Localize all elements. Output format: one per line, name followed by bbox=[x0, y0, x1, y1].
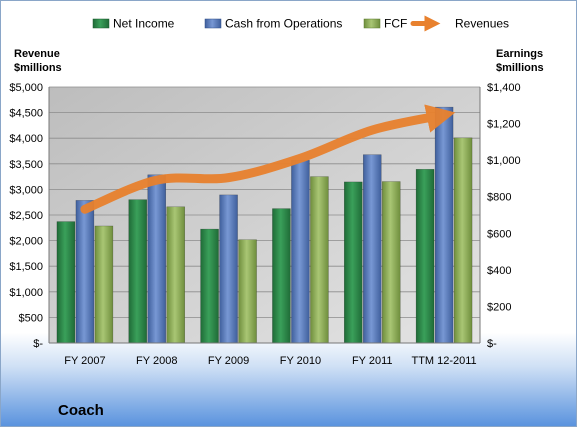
y-right-tick-label: $200 bbox=[487, 301, 511, 313]
bar-cash-from-operations bbox=[291, 159, 310, 344]
bar-net-income bbox=[415, 169, 435, 344]
y-left-tick-label: $3,500 bbox=[9, 159, 43, 171]
x-tick-label: FY 2010 bbox=[280, 355, 321, 367]
x-tick-label: FY 2008 bbox=[136, 355, 177, 367]
bar-net-income bbox=[56, 221, 76, 344]
y-right-axis-title-line1: Earnings bbox=[496, 48, 543, 60]
legend-swatch-net-income bbox=[92, 18, 110, 29]
y-left-axis-title-line1: Revenue bbox=[14, 48, 60, 60]
y-right-tick-label: $800 bbox=[487, 192, 511, 204]
bar-cash-from-operations bbox=[75, 200, 95, 344]
y-left-axis-title-line2: $millions bbox=[14, 62, 62, 74]
bar-net-income bbox=[200, 228, 219, 344]
bar-cash-from-operations bbox=[434, 106, 454, 344]
x-tick-label: TTM 12-2011 bbox=[411, 355, 476, 367]
legend-label-cash-from-operations: Cash from Operations bbox=[225, 17, 342, 31]
legend-swatch-cash-from-operations bbox=[204, 18, 222, 29]
bar-fcf bbox=[382, 181, 401, 344]
y-right-axis-title-line2: $millions bbox=[496, 62, 544, 74]
x-tick-label: FY 2011 bbox=[352, 355, 393, 367]
y-right-tick-label: $1,400 bbox=[487, 82, 521, 94]
y-left-tick-label: $2,500 bbox=[9, 210, 43, 222]
legend-label-revenues: Revenues bbox=[455, 17, 509, 31]
bar-fcf bbox=[238, 239, 257, 344]
bar-fcf bbox=[94, 225, 114, 344]
y-left-tick-label: $500 bbox=[19, 312, 43, 324]
y-right-tick-label: $400 bbox=[487, 265, 511, 277]
bar-cash-from-operations bbox=[219, 194, 238, 344]
tick-labels: $- $500 $1,000 $1,500 $2,000 $2,500 $3,000 $3,5… bbox=[9, 82, 520, 367]
revenues-arrow bbox=[80, 104, 456, 214]
revenues-line bbox=[80, 104, 456, 214]
legend-swatch-fcf bbox=[363, 18, 381, 29]
legend: Net Income Cash from Operations FCF Reve… bbox=[92, 15, 509, 32]
y-left-tick-label: $3,000 bbox=[9, 184, 43, 196]
bar-fcf bbox=[453, 137, 473, 344]
y-left-tick-label: $4,500 bbox=[9, 108, 43, 120]
y-left-tick-label: $4,000 bbox=[9, 133, 43, 145]
y-left-tick-label: $- bbox=[33, 338, 43, 350]
chart-title: Coach bbox=[58, 402, 104, 419]
bar-net-income bbox=[128, 199, 147, 344]
x-tick-label: FY 2007 bbox=[64, 355, 105, 367]
gridlines bbox=[49, 86, 480, 318]
x-tick-label: FY 2009 bbox=[208, 355, 249, 367]
bar-net-income bbox=[272, 208, 291, 344]
y-right-tick-label: $600 bbox=[487, 228, 511, 240]
bar-net-income bbox=[344, 181, 363, 344]
y-right-tick-label: $1,000 bbox=[487, 155, 521, 167]
bar-cash-from-operations bbox=[363, 154, 382, 344]
legend-label-net-income: Net Income bbox=[113, 17, 175, 31]
bar-cash-from-operations bbox=[147, 174, 166, 344]
y-right-tick-label: $1,200 bbox=[487, 119, 521, 131]
y-right-tick-label: $- bbox=[487, 338, 497, 350]
bar-fcf bbox=[310, 176, 329, 344]
y-left-tick-label: $5,000 bbox=[9, 82, 43, 94]
y-left-tick-label: $2,000 bbox=[9, 236, 43, 248]
legend-label-fcf: FCF bbox=[384, 17, 407, 31]
y-left-tick-label: $1,000 bbox=[9, 287, 43, 299]
bar-fcf bbox=[166, 206, 185, 344]
y-left-tick-label: $1,500 bbox=[9, 261, 43, 273]
